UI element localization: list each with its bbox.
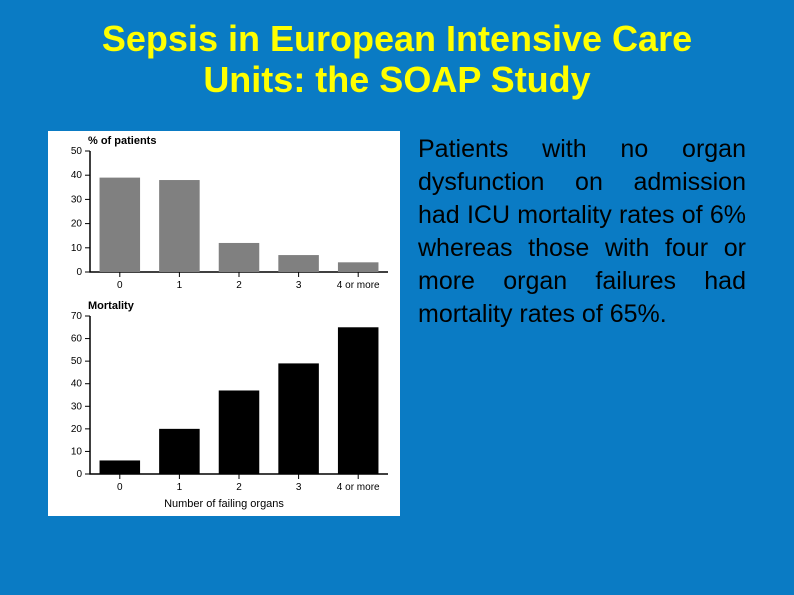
svg-text:1: 1 (177, 482, 183, 493)
svg-text:30: 30 (71, 401, 83, 412)
svg-text:40: 40 (71, 170, 83, 181)
svg-text:4 or more: 4 or more (337, 482, 380, 493)
slide-title: Sepsis in European Intensive Care Units:… (0, 0, 794, 101)
svg-text:0: 0 (76, 267, 82, 278)
chart-mortality-ylabel: Mortality (88, 300, 134, 312)
svg-text:20: 20 (71, 218, 83, 229)
svg-text:0: 0 (76, 469, 82, 480)
content-row: % of patients 0102030405001234 or more M… (0, 101, 794, 516)
svg-text:50: 50 (71, 146, 83, 157)
svg-text:70: 70 (71, 311, 83, 322)
svg-text:3: 3 (296, 280, 302, 291)
chart-mortality: Mortality 0 10 20 30 40 50 60 70 0 1 2 3 4 or more N… (48, 296, 400, 516)
svg-text:3: 3 (296, 482, 302, 493)
svg-text:1: 1 (177, 280, 183, 291)
svg-text:40: 40 (71, 378, 83, 389)
svg-text:50: 50 (71, 356, 83, 367)
chart-mortality-svg: 0 10 20 30 40 50 60 70 0 1 2 3 4 or more (48, 296, 400, 516)
svg-text:20: 20 (71, 424, 83, 435)
chart-patients-svg: 0 10 20 30 40 50 0 1 2 3 4 or more (48, 131, 400, 296)
svg-text:4 or more: 4 or more (337, 280, 380, 291)
chart-patients-ylabel: % of patients (88, 135, 156, 147)
charts-column: % of patients 0102030405001234 or more M… (48, 131, 400, 516)
svg-text:60: 60 (71, 333, 83, 344)
chart-patients: % of patients 0 10 20 30 40 50 0 1 2 3 4 or more (48, 131, 400, 296)
svg-text:10: 10 (71, 446, 83, 457)
svg-text:2: 2 (236, 482, 242, 493)
svg-text:2: 2 (236, 280, 242, 291)
svg-text:10: 10 (71, 243, 83, 254)
svg-text:0: 0 (117, 482, 123, 493)
chart-mortality-xlabel: Number of failing organs (48, 498, 400, 510)
svg-text:30: 30 (71, 194, 83, 205)
svg-text:0: 0 (117, 280, 123, 291)
body-text: Patients with no organ dysfunction on ad… (418, 131, 754, 516)
